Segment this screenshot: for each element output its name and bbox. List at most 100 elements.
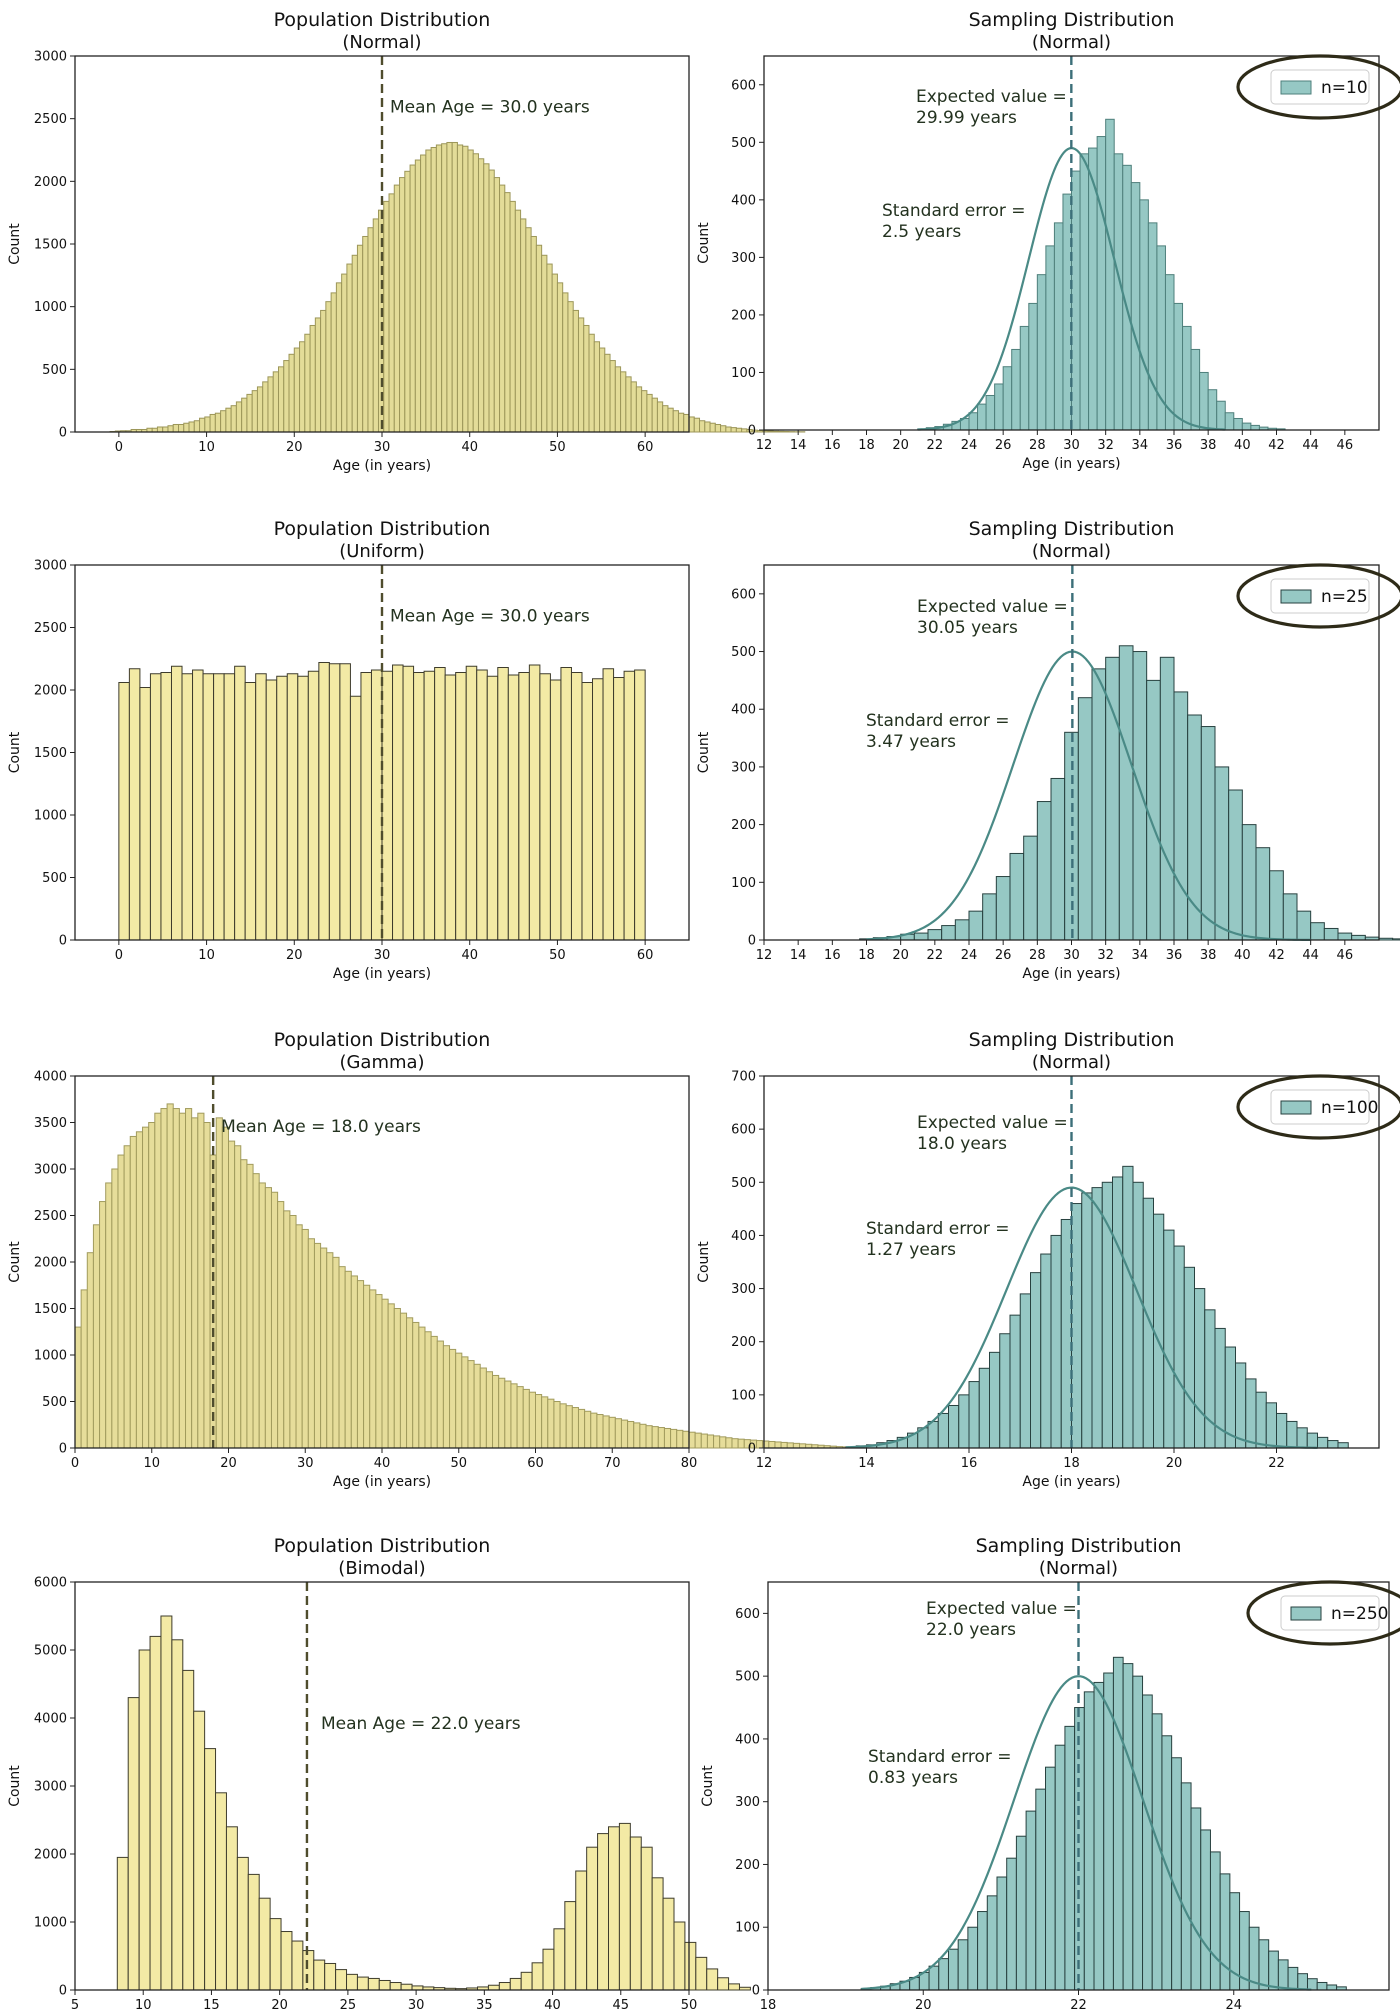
histogram-bar	[528, 1391, 536, 1449]
legend-box	[1270, 578, 1370, 614]
histogram-bar	[183, 422, 190, 433]
histogram-bar	[504, 1380, 512, 1449]
histogram-bar	[1337, 1442, 1349, 1449]
histogram-bar	[613, 677, 625, 941]
histogram-bar	[236, 1856, 249, 1991]
histogram-bar	[1071, 1203, 1083, 1449]
histogram-bar	[307, 1238, 315, 1449]
x-tick-label: 46	[1337, 438, 1354, 453]
histogram-bar	[1241, 422, 1252, 431]
histogram-bar	[551, 273, 558, 433]
histogram-bar	[370, 669, 383, 941]
histogram-bar	[1105, 118, 1115, 431]
histogram-bar	[928, 1965, 940, 1991]
histogram-bar	[1190, 348, 1201, 431]
histogram-bar	[639, 1423, 647, 1449]
x-tick-label: 20	[286, 948, 303, 963]
histogram-bar	[309, 324, 316, 433]
x-tick-label: 24	[961, 438, 978, 453]
histogram-bar	[1025, 1810, 1037, 1991]
y-axis-label: Count	[696, 1241, 712, 1283]
y-tick-label: 200	[731, 308, 756, 323]
histogram-bar	[86, 1252, 94, 1449]
histogram-bar	[725, 426, 732, 433]
histogram-bar	[645, 1425, 653, 1449]
y-axis-label: Count	[7, 1765, 23, 1807]
histogram-bar	[283, 360, 290, 433]
histogram-bar	[320, 1247, 328, 1449]
histogram-bar	[539, 673, 551, 941]
histogram-bar	[651, 1426, 659, 1449]
x-tick-label: 30	[408, 1998, 425, 2011]
histogram-bar	[1310, 922, 1325, 941]
histogram-bar	[483, 163, 490, 433]
histogram-bar	[246, 393, 253, 433]
histogram-bar	[1091, 1187, 1103, 1449]
chart-panel-7: 5 10 15 20 25 30 35 40 45 50 0 1000 2000 3000 4000 5000…	[7, 1535, 751, 2011]
histogram-bar	[325, 301, 332, 433]
x-tick-label: 44	[1302, 438, 1319, 453]
histogram-bar	[326, 1252, 334, 1449]
histogram-bar	[1079, 153, 1090, 431]
histogram-bar	[138, 1649, 151, 1991]
histogram-bar	[1207, 389, 1218, 431]
histogram-bar	[516, 1386, 524, 1449]
y-tick-label: 200	[731, 1335, 756, 1350]
histogram-bar	[1142, 1197, 1154, 1449]
histogram-bar	[472, 153, 479, 433]
x-tick-label: 0	[71, 1456, 79, 1471]
histogram-bar	[672, 410, 679, 433]
histogram-bar	[192, 669, 204, 941]
annotation-text: 1.27 years	[866, 1240, 956, 1260]
histogram-bar	[425, 149, 432, 433]
histogram-bar	[1050, 777, 1066, 941]
histogram-bar	[492, 1374, 500, 1449]
histogram-bar	[693, 417, 701, 433]
x-tick-label: 12	[756, 438, 773, 453]
annotation-text: Mean Age = 22.0 years	[321, 1714, 521, 1734]
histogram-bar	[614, 1418, 622, 1449]
histogram-bar	[356, 1976, 369, 1991]
histogram-bar	[280, 1931, 293, 1991]
histogram-bar	[1006, 1857, 1017, 1991]
histogram-bar	[531, 1962, 544, 1991]
histogram-bar	[774, 1441, 782, 1449]
y-tick-label: 600	[735, 1607, 760, 1622]
histogram-bar	[937, 1412, 949, 1449]
histogram-bar	[623, 670, 636, 941]
x-tick-label: 30	[374, 948, 391, 963]
legend-box	[1270, 1089, 1370, 1125]
histogram-bar	[588, 333, 595, 433]
histogram-bar	[1163, 1229, 1175, 1449]
histogram-bar	[614, 366, 622, 433]
histogram-bar	[313, 1959, 326, 1991]
histogram-bar	[1112, 1656, 1124, 1991]
histogram-bar	[977, 1911, 988, 1991]
density-curve	[866, 650, 1311, 942]
histogram-bar	[486, 675, 499, 941]
x-tick-label: 26	[995, 948, 1012, 963]
histogram-bar	[318, 662, 330, 941]
histogram-bar	[409, 164, 416, 433]
histogram-bar	[485, 1371, 494, 1449]
chart-panel-8: 18 20 22 24 0 100 200 300 400 500 600 Sampling Dist…	[700, 1535, 1400, 2011]
x-tick-label: 20	[271, 1998, 288, 2011]
histogram-bar	[720, 425, 727, 433]
chart-panel-6: 12 14 16 18 20 22 0 100 200 300 400 500 600 700 Sampli…	[696, 1029, 1400, 1490]
histogram-bar	[304, 333, 311, 433]
x-tick-label: 10	[198, 440, 215, 455]
histogram-bar	[332, 1256, 340, 1449]
histogram-bar	[657, 1427, 665, 1449]
histogram-bar	[575, 1870, 588, 1991]
histogram-bar	[640, 1846, 653, 1991]
histogram-bar	[209, 413, 216, 433]
histogram-bar	[913, 932, 929, 941]
histogram-bar	[982, 893, 997, 941]
y-tick-label: 300	[731, 251, 756, 266]
histogram-bar	[700, 1433, 708, 1449]
chart-subtitle: (Normal)	[1032, 541, 1111, 562]
histogram-bar	[350, 1275, 358, 1449]
x-tick-label: 44	[1302, 948, 1319, 963]
histogram-bars	[74, 1103, 936, 1449]
annotation-text: 30.05 years	[917, 618, 1018, 638]
